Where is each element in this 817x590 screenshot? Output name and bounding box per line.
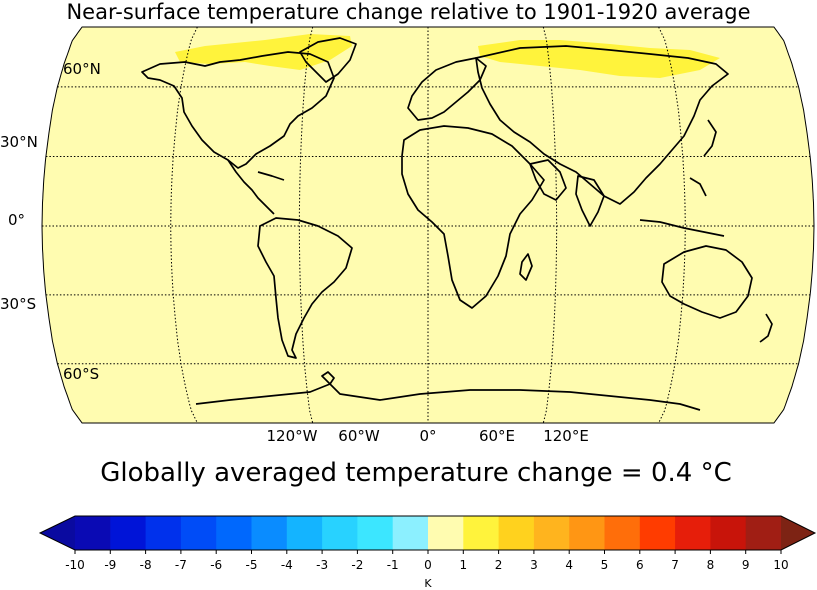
colorbar-tick-label: 3 (530, 558, 538, 572)
lat-label-60n: 60°N (63, 60, 101, 78)
meridian-line (658, 26, 686, 424)
colorbar-tick-label: 6 (635, 558, 644, 572)
meridian-line (298, 26, 314, 424)
lat-label-30s: 30°S (0, 295, 37, 313)
meridian-line (170, 26, 198, 424)
graticule (42, 26, 814, 424)
lon-label-0: 0° (419, 427, 437, 445)
colorbar-tick-label: 0 (424, 558, 432, 572)
global-average-label: Globally averaged temperature change = 0… (100, 458, 732, 488)
colorbar-cell (251, 516, 288, 550)
colorbar-cell (216, 516, 252, 550)
colorbar-tick-label: 8 (706, 558, 715, 572)
colorbar-cell (145, 516, 182, 550)
colorbar-tick-label: 2 (494, 558, 503, 572)
lon-label-120w: 120°W (266, 427, 318, 445)
meridian-line (542, 26, 558, 424)
colorbar-tick-label: 9 (741, 558, 750, 572)
coastlines (141, 37, 773, 411)
colorbar-tick-label: 4 (565, 558, 574, 572)
colorbar-cell (463, 516, 500, 550)
colorbar-tick-label: -5 (245, 558, 258, 572)
colorbar-tick-label: -2 (351, 558, 364, 572)
warm-region-greenland (175, 34, 352, 70)
colorbar-tick-label: -4 (280, 558, 293, 572)
map-background (42, 27, 814, 423)
colorbar-tick-label: -9 (104, 558, 117, 572)
colorbar-cell (322, 516, 358, 550)
colorbar-cell (180, 516, 217, 550)
colorbar-cell (75, 516, 111, 550)
colorbar-cell (639, 516, 676, 550)
colorbar-cell (533, 516, 570, 550)
colorbar-cell (745, 516, 782, 550)
colorbar-tick-label: 10 (773, 558, 789, 572)
lat-label-equator: 0° (8, 211, 26, 229)
colorbar-cell (110, 516, 147, 550)
colorbar-tick-label: -8 (139, 558, 152, 572)
colorbar-tick-label: 5 (600, 558, 609, 572)
colorbar-cell (604, 516, 641, 550)
colorbar-cell (428, 516, 464, 550)
world-map (41, 26, 815, 424)
colorbar-over-arrow (781, 516, 815, 550)
colorbar-tick-label: -1 (386, 558, 399, 572)
colorbar-tick-label: 1 (459, 558, 468, 572)
colorbar (38, 515, 817, 554)
map-outline (41, 26, 815, 424)
colorbar-under-arrow (40, 516, 75, 550)
colorbar-cell (675, 516, 711, 550)
colorbar-cell (357, 516, 394, 550)
colorbar-tick-label: -10 (65, 558, 85, 572)
colorbar-tick-label: 7 (671, 558, 679, 572)
lon-label-60e: 60°E (478, 427, 516, 445)
colorbar-unit-label: K (424, 577, 432, 590)
colorbar-tick-label: -3 (316, 558, 329, 572)
colorbar-cell (569, 516, 605, 550)
colorbar-cell (392, 516, 429, 550)
colorbar-cell (498, 516, 535, 550)
lat-label-30n: 30°N (0, 133, 38, 151)
lat-label-60s: 60°S (63, 365, 100, 383)
colorbar-tick-label: -7 (174, 558, 187, 572)
lon-label-120e: 120°E (543, 427, 589, 445)
map-title: Near-surface temperature change relative… (66, 0, 751, 24)
colorbar-tick-label: -6 (210, 558, 223, 572)
warm-region-siberia (478, 40, 720, 78)
colorbar-cell (286, 516, 323, 550)
colorbar-cell (710, 516, 747, 550)
lon-label-60w: 60°W (338, 427, 380, 445)
